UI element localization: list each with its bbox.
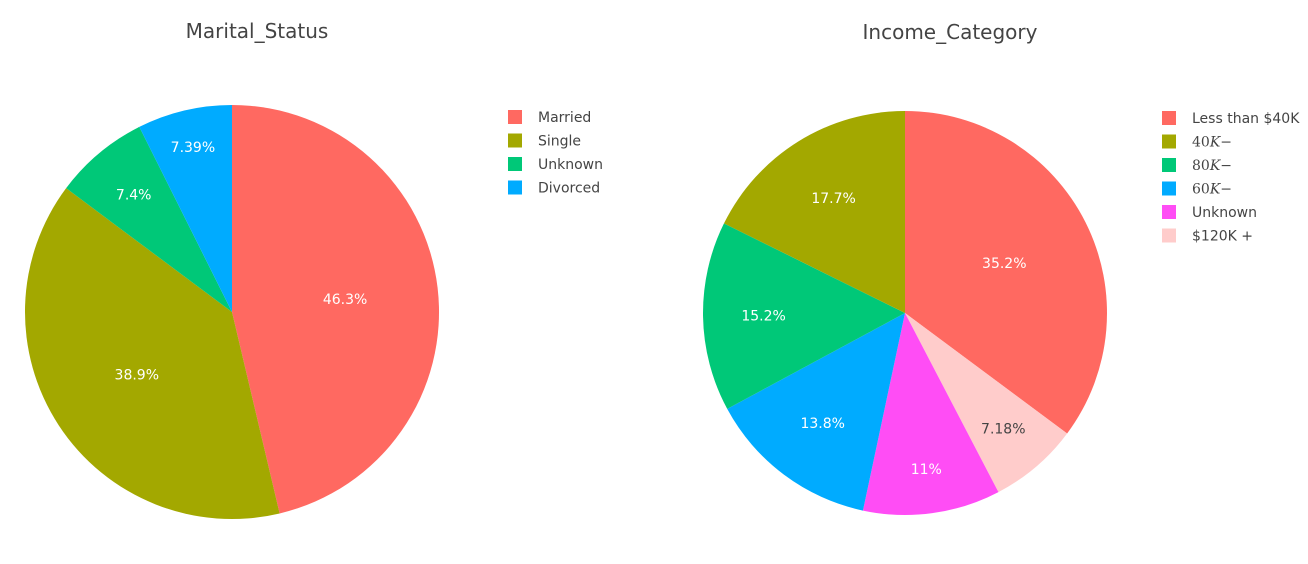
legend-item-60k[interactable]: 60K− xyxy=(1162,181,1232,198)
pie-slice-unknown xyxy=(66,126,232,312)
slice-label-80k: 15.2% xyxy=(741,309,785,325)
slice-label-60k: 13.8% xyxy=(800,416,844,432)
slice-label-single: 38.9% xyxy=(115,368,159,384)
legend-label-single[interactable]: Single xyxy=(538,134,581,150)
legend-item-unknown[interactable]: Unknown xyxy=(508,157,603,173)
legend-swatch-60k[interactable] xyxy=(1162,181,1176,196)
legend-label-less-than-40k[interactable]: Less than $40K xyxy=(1192,111,1300,127)
pie-slice-40k xyxy=(723,111,905,313)
legend-label-married[interactable]: Married xyxy=(538,110,591,126)
legend-item-divorced[interactable]: Divorced xyxy=(508,180,600,197)
legend-swatch-120k[interactable] xyxy=(1162,228,1176,243)
marital-status-slice-labels: 46.3% 38.9% 7.4% 7.39% xyxy=(115,140,368,384)
slice-label-divorced: 7.39% xyxy=(171,140,215,156)
income-category-legend[interactable]: Less than $40K 40K− 80K− 60K− Unknown $120K + xyxy=(1162,111,1300,245)
legend-swatch-40k[interactable] xyxy=(1162,134,1176,149)
income-category-slices xyxy=(702,111,1107,516)
legend-label-40k[interactable]: 40K− xyxy=(1192,135,1232,151)
slice-label-unknown: 11% xyxy=(911,462,942,478)
legend-label-120k[interactable]: $120K + xyxy=(1192,229,1253,245)
legend-item-80k[interactable]: 80K− xyxy=(1162,158,1232,174)
slice-label-unknown: 7.4% xyxy=(116,188,152,204)
legend-label-unknown[interactable]: Unknown xyxy=(1192,205,1257,221)
legend-swatch-divorced[interactable] xyxy=(508,180,522,195)
slice-label-120k: 7.18% xyxy=(981,421,1025,437)
pie-slice-60k xyxy=(727,313,905,511)
pie-slice-less-than-40k xyxy=(905,111,1107,434)
legend-swatch-less-than-40k[interactable] xyxy=(1162,111,1176,125)
legend-item-married[interactable]: Married xyxy=(508,110,591,126)
income-category-title: Income_Category xyxy=(863,20,1038,44)
income-category-slice-labels: 35.2% 7.18% 11% 13.8% 15.2% 17.7% xyxy=(741,191,1026,478)
pie-slice-unknown xyxy=(862,313,999,516)
pie-slice-single xyxy=(24,188,280,520)
pie-slice-120k xyxy=(905,313,1068,493)
legend-item-120k[interactable]: $120K + xyxy=(1162,228,1253,245)
legend-item-less-than-40k[interactable]: Less than $40K xyxy=(1162,111,1300,127)
legend-swatch-married[interactable] xyxy=(508,110,522,124)
legend-label-unknown[interactable]: Unknown xyxy=(538,157,603,173)
legend-label-80k[interactable]: 80K− xyxy=(1192,158,1232,174)
legend-swatch-unknown[interactable] xyxy=(508,157,522,171)
income-category-pie-chart: Income_Category 35.2% 7.18% 11% 13.8% 15.2% 1… xyxy=(702,20,1300,516)
legend-item-40k[interactable]: 40K− xyxy=(1162,134,1232,151)
legend-label-divorced[interactable]: Divorced xyxy=(538,181,600,197)
legend-item-single[interactable]: Single xyxy=(508,133,581,150)
legend-item-unknown[interactable]: Unknown xyxy=(1162,205,1257,221)
pie-slice-80k xyxy=(702,223,905,409)
slice-label-40k: 17.7% xyxy=(811,191,855,207)
pie-slice-divorced xyxy=(139,105,232,312)
marital-status-legend[interactable]: Married Single Unknown Divorced xyxy=(508,110,603,197)
legend-swatch-80k[interactable] xyxy=(1162,158,1176,172)
legend-swatch-unknown[interactable] xyxy=(1162,205,1176,219)
pie-slice-married xyxy=(232,105,440,514)
marital-status-pie-chart: Marital_Status 46.3% 38.9% 7.4% 7.39% Marri… xyxy=(24,19,603,520)
slice-label-less-than-40k: 35.2% xyxy=(982,256,1026,272)
legend-swatch-single[interactable] xyxy=(508,133,522,148)
marital-status-slices xyxy=(24,105,440,520)
marital-status-title: Marital_Status xyxy=(186,19,329,43)
slice-label-married: 46.3% xyxy=(323,292,367,308)
legend-label-60k[interactable]: 60K− xyxy=(1192,182,1232,198)
